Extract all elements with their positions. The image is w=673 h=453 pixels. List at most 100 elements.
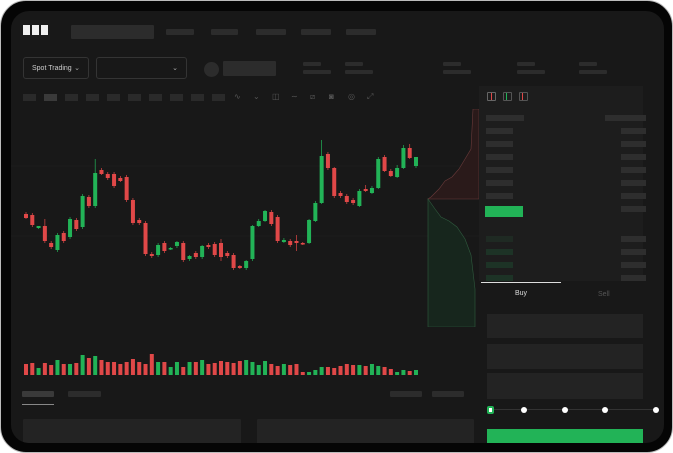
amount-input[interactable] (487, 344, 643, 369)
tab-sell[interactable]: Sell (598, 291, 610, 298)
candle[interactable] (137, 220, 142, 223)
candle[interactable] (325, 154, 330, 168)
ask-price[interactable] (486, 141, 513, 147)
candle[interactable] (244, 261, 249, 268)
indicators-icon[interactable]: ∿ (234, 92, 241, 101)
candle[interactable] (269, 212, 274, 224)
price-input[interactable] (487, 314, 643, 338)
candle[interactable] (401, 148, 406, 168)
buy-button[interactable] (487, 429, 643, 443)
candle[interactable] (250, 226, 255, 259)
candle[interactable] (187, 256, 192, 259)
bids-only-icon[interactable] (503, 92, 512, 101)
candle[interactable] (212, 244, 217, 255)
slider-track[interactable] (491, 409, 657, 410)
candle[interactable] (307, 220, 312, 243)
interval-button[interactable] (191, 94, 204, 101)
candle[interactable] (275, 217, 280, 241)
candle[interactable] (193, 253, 198, 257)
camera-icon[interactable]: ◙ (329, 92, 334, 101)
slider-step-25[interactable] (521, 407, 527, 413)
candle[interactable] (55, 235, 60, 250)
interval-button[interactable] (128, 94, 141, 101)
bid-price[interactable] (486, 275, 513, 281)
ruler-icon[interactable]: ⧄ (310, 92, 316, 101)
candle[interactable] (86, 197, 91, 206)
candle[interactable] (414, 157, 418, 166)
candle[interactable] (263, 211, 268, 221)
tab-open-orders[interactable] (22, 391, 54, 397)
candle[interactable] (105, 174, 110, 178)
interval-icon[interactable]: ◫ (272, 92, 280, 101)
interval-button[interactable] (23, 94, 36, 101)
candle[interactable] (206, 245, 211, 247)
candle[interactable] (231, 255, 236, 268)
slider-step-100[interactable] (653, 407, 659, 413)
candle[interactable] (407, 148, 412, 158)
ask-price[interactable] (486, 180, 513, 186)
candle[interactable] (300, 243, 305, 245)
asks-only-icon[interactable] (519, 92, 528, 101)
candle[interactable] (124, 177, 129, 200)
both-sides-icon[interactable] (487, 92, 496, 101)
candle[interactable] (256, 221, 261, 226)
line-tool-icon[interactable]: ∼ (291, 92, 298, 101)
interval-button[interactable] (212, 94, 225, 101)
candle[interactable] (93, 173, 98, 206)
bid-price[interactable] (486, 262, 513, 268)
candle[interactable] (30, 215, 35, 225)
last-price[interactable] (485, 206, 523, 217)
interval-button[interactable] (65, 94, 78, 101)
nav-item[interactable] (346, 29, 376, 35)
candle[interactable] (174, 242, 179, 246)
interval-button[interactable] (170, 94, 183, 101)
candle[interactable] (332, 168, 337, 196)
candle[interactable] (382, 157, 387, 171)
candle[interactable] (338, 193, 343, 196)
bid-price[interactable] (486, 236, 513, 242)
pair-dropdown[interactable]: ⌄ (96, 57, 187, 79)
candlestick-chart[interactable] (11, 109, 479, 389)
slider-step-75[interactable] (602, 407, 608, 413)
ask-price[interactable] (486, 167, 513, 173)
total-input[interactable] (487, 373, 643, 399)
candle[interactable] (49, 243, 54, 247)
tab-order-history[interactable] (68, 391, 101, 397)
candle[interactable] (74, 220, 79, 229)
candle[interactable] (99, 170, 104, 174)
candle[interactable] (388, 171, 393, 176)
nav-item[interactable] (256, 29, 286, 35)
candle[interactable] (395, 168, 400, 177)
settings-icon[interactable]: ◎ (348, 92, 355, 101)
slider-step-50[interactable] (562, 407, 568, 413)
market-type-dropdown[interactable]: Spot Trading ⌄ (23, 57, 89, 79)
candle[interactable] (181, 243, 186, 260)
ask-price[interactable] (486, 128, 513, 134)
search-input[interactable] (71, 25, 154, 39)
candle[interactable] (36, 226, 41, 228)
candle[interactable] (369, 188, 374, 193)
tab-buy[interactable]: Buy (515, 290, 528, 297)
candle[interactable] (344, 196, 349, 202)
candle[interactable] (61, 233, 66, 241)
candle[interactable] (313, 203, 318, 221)
fullscreen-icon[interactable]: ⤢ (367, 92, 374, 101)
candle[interactable] (156, 245, 161, 255)
bid-price[interactable] (486, 249, 513, 255)
ask-price[interactable] (486, 154, 513, 160)
filter-button[interactable] (432, 391, 464, 397)
candle[interactable] (225, 253, 230, 256)
candle[interactable] (288, 241, 293, 245)
candle[interactable] (143, 223, 148, 254)
interval-button[interactable] (44, 94, 57, 101)
nav-item[interactable] (301, 29, 331, 35)
interval-button[interactable] (86, 94, 99, 101)
candle[interactable] (351, 200, 356, 203)
candle[interactable] (219, 243, 223, 257)
candle[interactable] (118, 178, 123, 181)
candle[interactable] (162, 243, 167, 251)
nav-item[interactable] (166, 29, 194, 35)
candle[interactable] (237, 266, 242, 268)
nav-item[interactable] (211, 29, 238, 35)
candle[interactable] (112, 174, 117, 186)
